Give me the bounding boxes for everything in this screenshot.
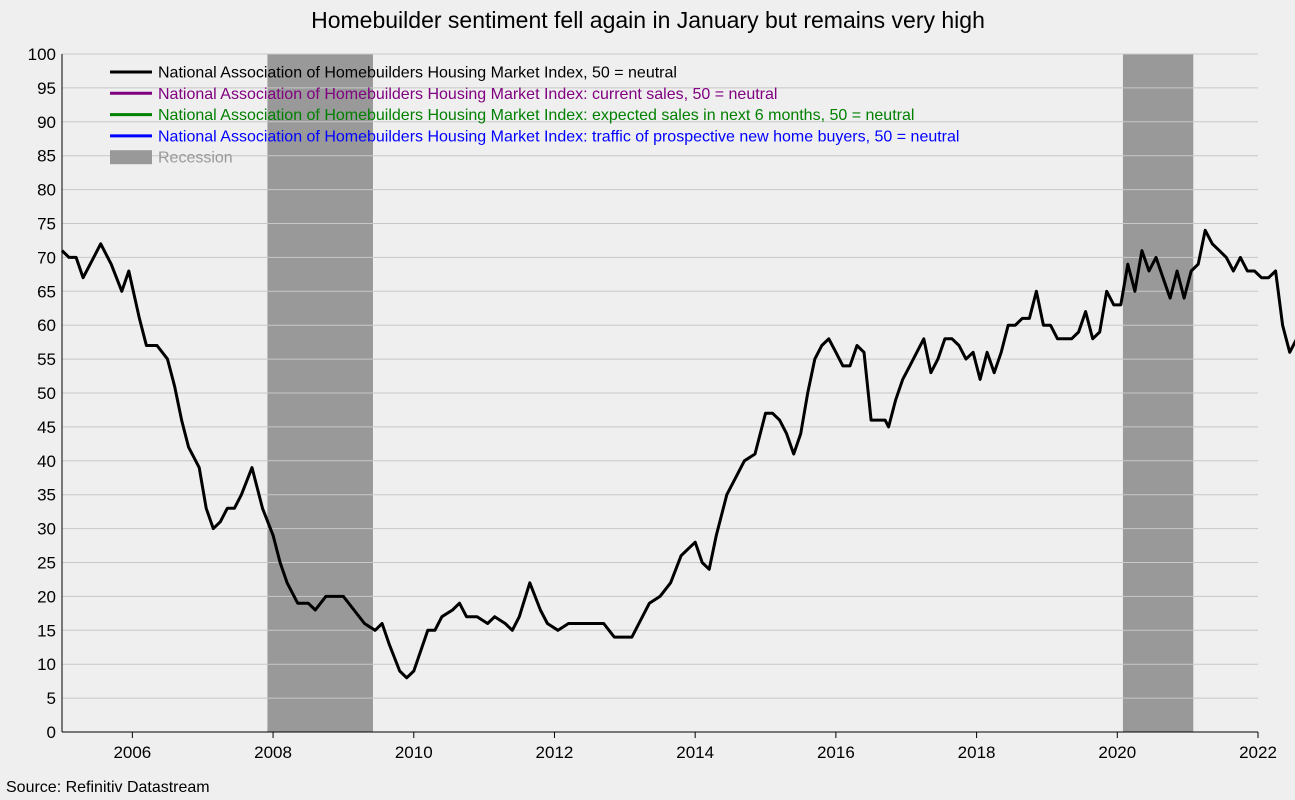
y-tick-label-10: 10 [37,655,56,674]
y-tick-label-30: 30 [37,520,56,539]
x-tick-label-2008: 2008 [254,743,292,762]
y-tick-label-15: 15 [37,621,56,640]
y-tick-label-5: 5 [47,689,56,708]
x-tick-label-2006: 2006 [113,743,151,762]
y-tick-label-45: 45 [37,418,56,437]
y-tick-label-60: 60 [37,316,56,335]
y-tick-label-75: 75 [37,215,56,234]
gridlines [62,53,1258,733]
y-tick-label-35: 35 [37,486,56,505]
chart-title: Homebuilder sentiment fell again in Janu… [311,7,985,33]
x-tick-label-2020: 2020 [1098,743,1136,762]
series-lines [60,228,1295,680]
legend-swatch-recession [110,150,152,165]
source-note: Source: Refinitiv Datastream [6,779,210,796]
y-tick-label-95: 95 [37,79,56,98]
y-tick-label-20: 20 [37,587,56,606]
series-line-0 [60,228,1295,680]
legend-label-3: National Association of Homebuilders Hou… [158,128,959,145]
y-tick-label-100: 100 [28,45,56,64]
y-tick-label-85: 85 [37,147,56,166]
x-tick-label-2022: 2022 [1239,743,1277,762]
y-tick-label-55: 55 [37,350,56,369]
y-tick-label-50: 50 [37,384,56,403]
x-tick-label-2010: 2010 [395,743,433,762]
y-tick-label-70: 70 [37,248,56,267]
legend-label-0: National Association of Homebuilders Hou… [158,65,677,82]
y-tick-label-25: 25 [37,554,56,573]
x-tick-label-2014: 2014 [676,743,714,762]
y-tick-label-0: 0 [47,723,56,742]
axes: 0 5 10 15 20 25 30 35 40 45 50 55 60 65 70 75 80 85 90 95 10… [28,45,1277,762]
y-tick-label-65: 65 [37,282,56,301]
legend-label-1: National Association of Homebuilders Hou… [158,86,777,103]
legend: National Association of Homebuilders Hou… [110,65,959,167]
y-tick-label-80: 80 [37,181,56,200]
x-tick-label-2016: 2016 [817,743,855,762]
legend-label-2: National Association of Homebuilders Hou… [158,107,914,124]
y-tick-label-90: 90 [37,113,56,132]
legend-label-recession: Recession [158,150,233,167]
x-tick-label-2012: 2012 [536,743,574,762]
x-tick-label-2018: 2018 [958,743,996,762]
y-tick-label-40: 40 [37,452,56,471]
